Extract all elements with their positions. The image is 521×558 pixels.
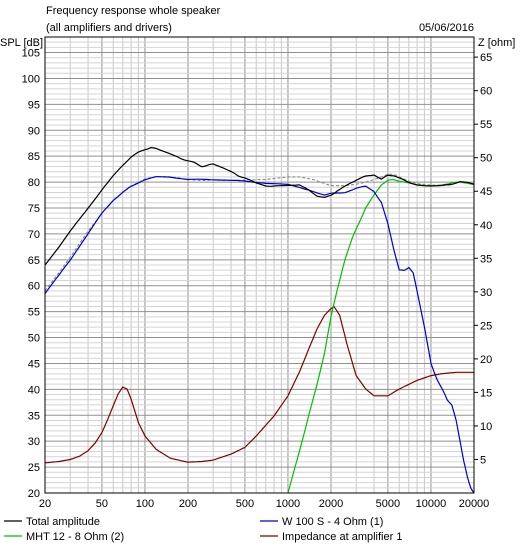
- legend-w100: W 100 S - 4 Ohm (1): [282, 516, 383, 528]
- y2-tick-label: 35: [480, 253, 492, 265]
- y2-tick-label: 25: [480, 320, 492, 332]
- series-line-0: [44, 146, 475, 266]
- y-tick-label: 75: [28, 203, 40, 215]
- y2-tick-label: 45: [480, 186, 492, 198]
- y2-tick-label: 40: [480, 220, 492, 232]
- y2-axis-label: Z [ohm]: [478, 37, 515, 49]
- y-tick-label: 65: [28, 255, 40, 267]
- plot-frame: [44, 36, 475, 494]
- x-tick-label: 2000: [319, 498, 343, 510]
- y-tick-label: 60: [28, 281, 40, 293]
- x-tick-label: 5000: [376, 498, 400, 510]
- y-tick-label: 105: [22, 48, 40, 60]
- y2-tick-label: 50: [480, 153, 492, 165]
- legend: Total amplitude W 100 S - 4 Ohm (1) MHT …: [4, 516, 402, 543]
- y-tick-label: 85: [28, 151, 40, 163]
- chart-date: 05/06/2016: [419, 22, 474, 34]
- chart-title: Frequency response whole speaker: [46, 5, 221, 17]
- chart-subtitle: (all amplifiers and drivers): [46, 22, 172, 34]
- y-tick-label: 90: [28, 125, 40, 137]
- y-tick-label: 30: [28, 436, 40, 448]
- y-tick-label: 70: [28, 229, 40, 241]
- y2-tick-label: 65: [480, 52, 492, 64]
- y2-tick-label: 20: [480, 354, 492, 366]
- y2-tick-label: 60: [480, 86, 492, 98]
- y-axis-label: SPL [dB]: [0, 37, 43, 49]
- legend-mht: MHT 12 - 8 Ohm (2): [26, 531, 124, 543]
- y-tick-label: 45: [28, 358, 40, 370]
- series-line-1: [44, 175, 475, 494]
- y2-tick-label: 55: [480, 119, 492, 131]
- x-tick-label: 20000: [459, 498, 490, 510]
- y-tick-label: 40: [28, 384, 40, 396]
- y2-tick-label: 10: [480, 421, 492, 433]
- x-tick-label: 200: [179, 498, 197, 510]
- y-tick-label: 50: [28, 333, 40, 345]
- series-line-3: [44, 305, 474, 464]
- y2-tick-label: 30: [480, 287, 492, 299]
- legend-impedance: Impedance at amplifier 1: [282, 531, 402, 543]
- x-tick-label: 20: [39, 498, 51, 510]
- y-tick-label: 25: [28, 462, 40, 474]
- x-tick-label: 100: [136, 498, 154, 510]
- grid: [45, 37, 474, 493]
- x-tick-label: 10000: [416, 498, 447, 510]
- x-tick-label: 500: [236, 498, 254, 510]
- y-tick-label: 20: [28, 488, 40, 500]
- y-tick-label: 100: [22, 73, 40, 85]
- tick-labels: 20 50 100 200 500 1000 2000 5000 10000 20000 20 25 3…: [22, 48, 493, 510]
- y2-tick-label: 15: [480, 387, 492, 399]
- y-tick-label: 80: [28, 177, 40, 189]
- legend-total-amplitude: Total amplitude: [26, 516, 100, 528]
- y2-tick-label: 5: [480, 454, 486, 466]
- y-tick-label: 95: [28, 99, 40, 111]
- y-tick-label: 55: [28, 307, 40, 319]
- y-tick-label: 35: [28, 410, 40, 422]
- series-lines: [44, 146, 475, 494]
- x-tick-label: 50: [96, 498, 108, 510]
- x-tick-label: 1000: [276, 498, 300, 510]
